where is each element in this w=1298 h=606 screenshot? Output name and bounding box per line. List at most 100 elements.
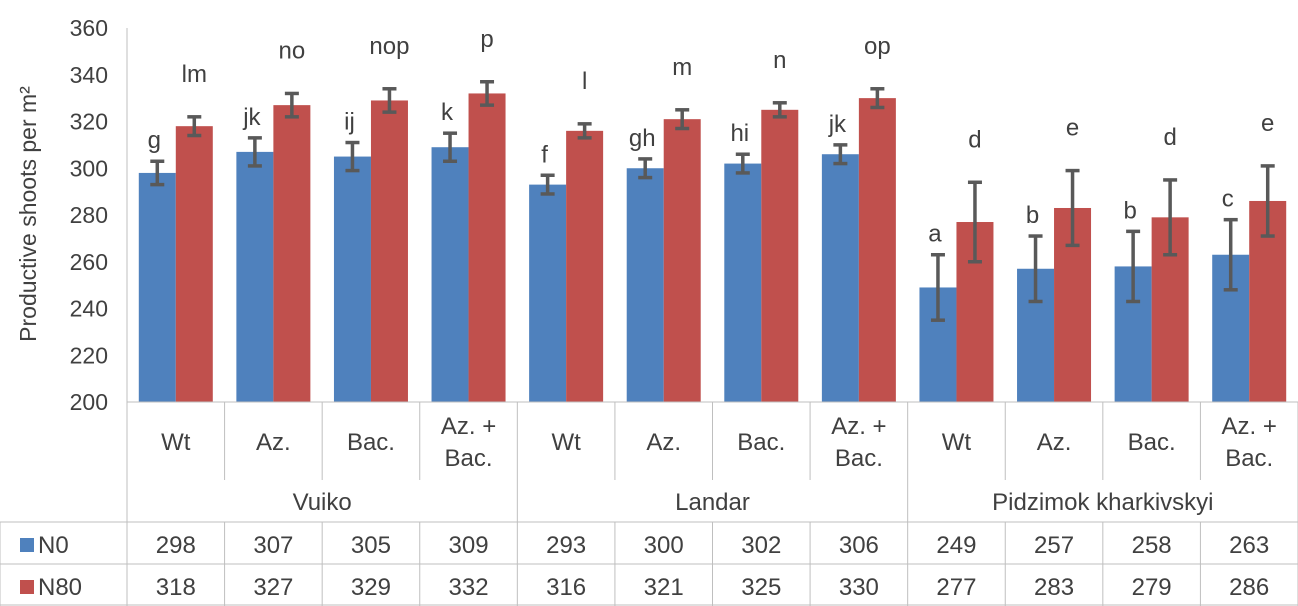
error-bar	[1028, 234, 1043, 304]
table-value: 316	[546, 574, 586, 601]
significance-letter: e	[1261, 110, 1274, 137]
table-value: 330	[839, 574, 879, 601]
bar-n0	[138, 172, 176, 402]
error-bars	[150, 80, 1275, 322]
category-label: Bac.	[445, 445, 493, 472]
significance-letter: lm	[182, 61, 207, 88]
significance-letter: e	[1066, 115, 1079, 142]
significance-letter: jk	[828, 111, 847, 138]
table-value: 257	[1034, 532, 1074, 559]
significance-letter: m	[672, 54, 692, 81]
table-value: 309	[449, 532, 489, 559]
table-value: 263	[1229, 532, 1269, 559]
error-bar	[187, 115, 202, 138]
bars	[138, 93, 1287, 403]
table-value: 318	[156, 574, 196, 601]
category-label: Az.	[1037, 429, 1072, 456]
error-bar	[540, 173, 555, 196]
table-value: 332	[449, 574, 489, 601]
legend-swatch-n0	[20, 538, 34, 552]
bar-n80	[468, 93, 506, 402]
bar-n80	[663, 119, 701, 402]
significance-letter: gh	[629, 125, 656, 152]
bar-n0	[236, 151, 274, 402]
legend-label-n0: N0	[38, 532, 69, 559]
error-bar	[382, 87, 397, 114]
table-value: 283	[1034, 574, 1074, 601]
table-value: 279	[1132, 574, 1172, 601]
y-tick-label: 340	[70, 62, 108, 88]
error-bar	[1126, 229, 1141, 304]
error-bar	[577, 122, 592, 140]
error-bar	[1163, 178, 1178, 257]
table-value: 277	[936, 574, 976, 601]
significance-letter: d	[968, 126, 981, 153]
y-tick-label: 300	[70, 155, 108, 181]
bar-n0	[333, 156, 371, 402]
significance-letter: p	[480, 26, 493, 53]
table-value: 325	[741, 574, 781, 601]
bar-n80	[761, 109, 799, 402]
error-bar	[345, 140, 360, 173]
y-axis: 200 220 240 260 280 300 320 340 360	[70, 15, 128, 415]
bar-n80	[566, 130, 604, 402]
bar-n0	[724, 163, 762, 402]
error-bar	[675, 108, 690, 131]
error-bar	[870, 87, 885, 110]
table-value: 302	[741, 532, 781, 559]
bar-n80	[370, 100, 408, 403]
category-label: Az. +	[1222, 413, 1277, 440]
error-bar	[1065, 168, 1080, 248]
significance-letter: ij	[344, 109, 355, 136]
y-tick-label: 320	[70, 109, 108, 135]
error-bar	[735, 152, 750, 175]
significance-letter: no	[279, 37, 306, 64]
legend-swatch-n80	[20, 580, 34, 594]
y-tick-label: 360	[70, 15, 108, 41]
significance-letter: n	[773, 47, 786, 74]
table-value: 249	[936, 532, 976, 559]
error-bar	[772, 101, 787, 119]
significance-letter: g	[148, 127, 161, 154]
category-label: Bac.	[835, 445, 883, 472]
table-value: 306	[839, 532, 879, 559]
bar-n0	[431, 147, 469, 402]
bar-n0	[626, 168, 664, 402]
significance-letter: jk	[242, 104, 261, 131]
legend-label-n80: N80	[38, 574, 82, 601]
significance-letter: c	[1222, 186, 1234, 213]
error-bar	[1260, 164, 1275, 238]
error-bar	[967, 180, 982, 264]
y-tick-label: 220	[70, 342, 108, 368]
group-label: Vuiko	[293, 489, 352, 516]
significance-letter: l	[582, 68, 587, 95]
table-value: 305	[351, 532, 391, 559]
significance-letter: f	[541, 141, 548, 168]
table-value: 329	[351, 574, 391, 601]
significance-letter: nop	[369, 33, 409, 60]
table-value: 298	[156, 532, 196, 559]
group-label: Pidzimok kharkivskyi	[992, 489, 1213, 516]
group-label: Landar	[675, 489, 750, 516]
y-tick-label: 260	[70, 249, 108, 275]
table-value: 258	[1132, 532, 1172, 559]
y-tick-label: 200	[70, 389, 108, 415]
y-tick-label: 280	[70, 202, 108, 228]
category-table: Wt Az. Bac. Az. + Bac. Wt Az. Bac. Az. + Bac. Wt Az…	[0, 401, 1298, 606]
error-bar	[480, 80, 495, 107]
table-value: 307	[253, 532, 293, 559]
significance-letter: b	[1123, 197, 1136, 224]
significance-letter: d	[1163, 124, 1176, 151]
bar-n80	[273, 105, 311, 402]
table-value: 286	[1229, 574, 1269, 601]
category-label: Bac.	[737, 429, 785, 456]
table-value: 321	[644, 574, 684, 601]
bar-n80	[175, 126, 213, 403]
category-label: Az. +	[441, 413, 496, 440]
y-axis-label: Productive shoots per m²	[15, 86, 41, 342]
significance-letter: op	[864, 33, 891, 60]
bar-n0	[529, 184, 567, 402]
error-bar	[833, 143, 848, 166]
